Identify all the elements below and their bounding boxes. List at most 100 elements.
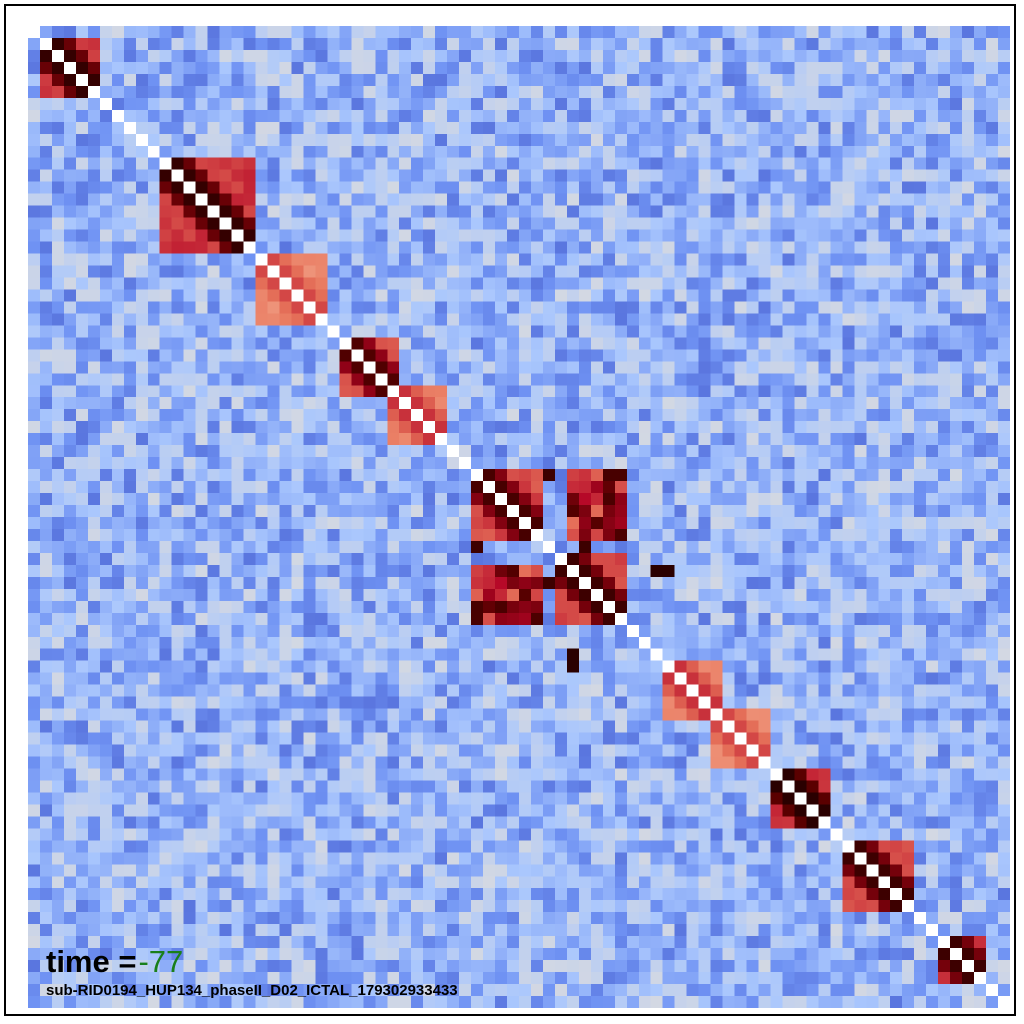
heatmap-cell: [303, 109, 317, 123]
heatmap-cell: [159, 648, 173, 662]
heatmap-cell: [566, 636, 580, 650]
heatmap-cell: [578, 648, 592, 662]
heatmap-cell: [722, 720, 736, 734]
heatmap-cell: [471, 505, 484, 518]
heatmap-cell: [806, 684, 819, 698]
heatmap-cell: [471, 493, 484, 506]
heatmap-cell: [231, 49, 245, 63]
heatmap-cell: [986, 708, 999, 722]
heatmap-cell: [351, 600, 364, 614]
heatmap-cell: [399, 313, 412, 326]
heatmap-cell: [507, 217, 520, 231]
heatmap-cell: [614, 469, 628, 482]
heatmap-cell: [243, 85, 257, 99]
heatmap-cell: [255, 253, 269, 267]
heatmap-cell: [351, 636, 364, 650]
heatmap-cell: [267, 313, 281, 326]
heatmap-cell: [626, 409, 640, 422]
heatmap-cell: [626, 385, 640, 398]
heatmap-cell: [602, 540, 616, 554]
heatmap-cell: [99, 229, 113, 243]
heatmap-cell: [998, 61, 1010, 75]
heatmap-cell: [542, 361, 556, 374]
heatmap-cell: [746, 732, 760, 746]
heatmap-cell: [746, 26, 760, 39]
heatmap-cell: [183, 373, 197, 386]
heatmap-cell: [483, 720, 496, 734]
heatmap-cell: [578, 145, 592, 159]
heatmap-cell: [902, 26, 915, 39]
heatmap-cell: [303, 289, 317, 303]
heatmap-cell: [554, 37, 568, 51]
heatmap-cell: [267, 85, 281, 99]
heatmap-cell: [111, 636, 125, 650]
heatmap-cell: [962, 121, 975, 135]
heatmap-cell: [806, 672, 819, 686]
heatmap-cell: [75, 145, 89, 159]
heatmap-cell: [123, 37, 137, 51]
heatmap-cell: [674, 624, 688, 638]
heatmap-cell: [99, 301, 113, 315]
heatmap-cell: [63, 229, 77, 243]
heatmap-cell: [530, 612, 544, 626]
heatmap-cell: [435, 493, 448, 506]
heatmap-cell: [159, 313, 173, 326]
heatmap-cell: [435, 157, 448, 171]
heatmap-cell: [279, 636, 293, 650]
heatmap-cell: [818, 253, 831, 267]
heatmap-cell: [614, 373, 628, 386]
heatmap-cell: [183, 409, 197, 422]
heatmap-cell: [111, 49, 125, 63]
heatmap-cell: [698, 241, 712, 255]
heatmap-cell: [530, 61, 544, 75]
heatmap-cell: [698, 517, 712, 530]
heatmap-cell: [902, 457, 915, 470]
heatmap-cell: [111, 121, 125, 135]
heatmap-cell: [147, 528, 161, 542]
heatmap-cell: [243, 505, 257, 518]
heatmap-cell: [135, 217, 149, 231]
heatmap-cell: [483, 684, 496, 698]
heatmap-cell: [411, 337, 424, 350]
heatmap-cell: [147, 624, 161, 638]
heatmap-cell: [818, 528, 831, 542]
heatmap-cell: [722, 181, 736, 195]
heatmap-cell: [926, 337, 939, 350]
heatmap-cell: [219, 253, 233, 267]
heatmap-cell: [471, 26, 484, 39]
heatmap-cell: [123, 253, 137, 267]
heatmap-cell: [686, 636, 700, 650]
heatmap-cell: [878, 373, 891, 386]
heatmap-cell: [279, 313, 293, 326]
heatmap-cell: [243, 409, 257, 422]
heatmap-cell: [135, 469, 149, 482]
heatmap-cell: [291, 552, 305, 566]
heatmap-cell: [147, 552, 161, 566]
heatmap-cell: [183, 540, 197, 554]
heatmap-cell: [938, 505, 951, 518]
heatmap-cell: [722, 289, 736, 303]
heatmap-cell: [195, 684, 209, 698]
heatmap-cell: [710, 588, 724, 602]
heatmap-cell: [483, 121, 496, 135]
heatmap-cell: [219, 277, 233, 291]
heatmap-cell: [554, 397, 568, 410]
heatmap-cell: [926, 157, 939, 171]
heatmap-cell: [602, 564, 616, 578]
heatmap-cell: [387, 325, 400, 338]
heatmap-cell: [854, 205, 867, 219]
heatmap-cell: [818, 289, 831, 303]
heatmap-cell: [459, 97, 472, 111]
heatmap-cell: [291, 528, 305, 542]
heatmap-cell: [315, 648, 328, 662]
heatmap-cell: [183, 732, 197, 746]
heatmap-cell: [87, 469, 101, 482]
heatmap-cell: [650, 313, 664, 326]
heatmap-cell: [710, 493, 724, 506]
heatmap-cell: [315, 97, 328, 111]
heatmap-cell: [782, 564, 796, 578]
heatmap-cell: [722, 612, 736, 626]
heatmap-cell: [830, 145, 843, 159]
heatmap-cell: [363, 109, 376, 123]
heatmap-cell: [171, 457, 185, 470]
